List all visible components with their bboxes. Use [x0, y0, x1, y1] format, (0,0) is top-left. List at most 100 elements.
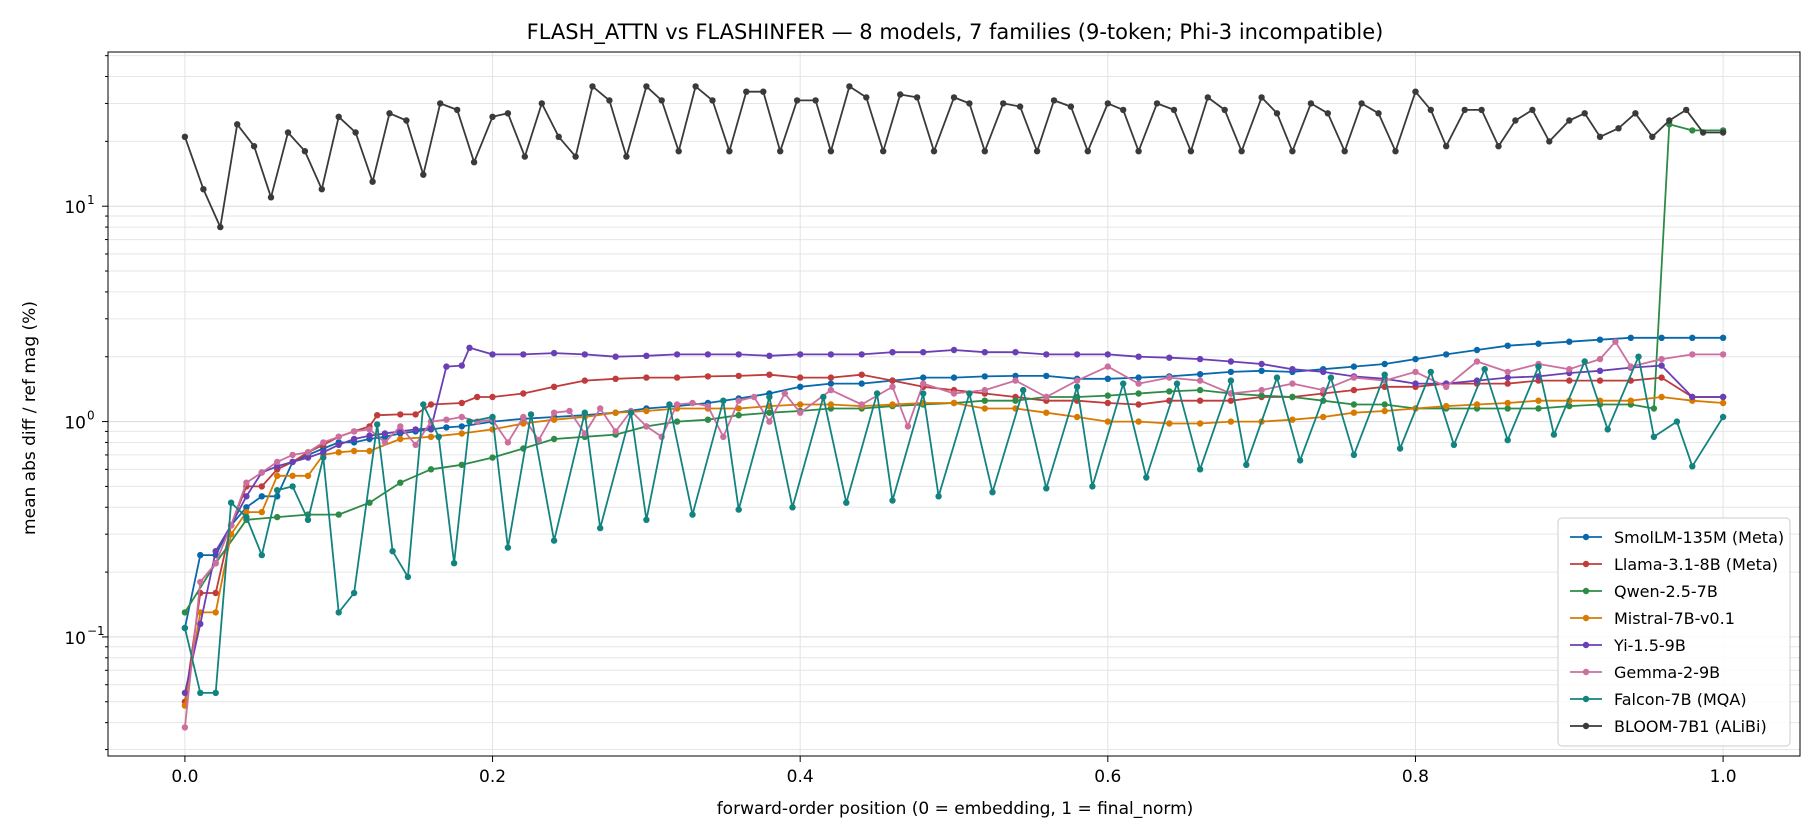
data-point — [827, 351, 835, 358]
legend-swatch-marker — [1582, 560, 1590, 568]
data-point — [1689, 351, 1696, 358]
data-point — [504, 439, 512, 446]
data-point — [1258, 94, 1265, 101]
data-point — [520, 390, 527, 397]
data-point — [234, 121, 241, 128]
legend-swatch-marker — [1582, 695, 1590, 703]
data-point — [1012, 372, 1019, 380]
data-point — [197, 551, 204, 559]
data-point — [1481, 366, 1488, 373]
data-point — [1719, 399, 1727, 407]
data-point — [550, 349, 558, 357]
data-point — [318, 186, 325, 193]
data-point — [1012, 349, 1019, 356]
data-point — [550, 537, 558, 544]
data-point — [820, 393, 827, 401]
data-point — [381, 430, 389, 437]
data-point — [1627, 334, 1635, 341]
y-tick-exponent: −1 — [87, 624, 105, 638]
data-point — [520, 413, 527, 421]
data-point — [412, 426, 419, 433]
y-tick-label: 10 — [64, 414, 86, 434]
data-point — [1627, 363, 1635, 370]
data-point — [1412, 368, 1419, 376]
data-point — [427, 401, 435, 408]
data-point — [1412, 380, 1419, 387]
data-point — [766, 409, 773, 416]
data-point — [427, 425, 435, 432]
data-point — [643, 516, 650, 523]
chart-title: FLASH_ATTN vs FLASHINFER — 8 models, 7 f… — [527, 20, 1384, 45]
data-point — [689, 399, 696, 407]
data-point — [458, 461, 465, 468]
data-point — [827, 148, 835, 155]
x-axis-label: forward-order position (0 = embedding, 1… — [717, 799, 1194, 819]
data-point — [704, 351, 712, 358]
data-point — [1227, 377, 1235, 384]
data-point — [673, 374, 681, 381]
data-point — [412, 441, 419, 448]
data-point — [1170, 106, 1178, 114]
data-point — [258, 483, 265, 490]
data-point — [1104, 363, 1112, 370]
data-point — [589, 83, 596, 90]
data-point — [470, 159, 478, 166]
data-point — [950, 390, 958, 397]
data-point — [474, 393, 481, 401]
data-point — [258, 508, 265, 516]
series-line — [184, 355, 1724, 694]
legend-entry: Yi-1.5-9B — [1613, 636, 1686, 655]
data-point — [1320, 413, 1327, 421]
data-point — [1666, 117, 1673, 124]
data-point — [1238, 148, 1245, 155]
data-point — [673, 351, 681, 358]
data-point — [673, 401, 681, 408]
data-point — [1166, 374, 1173, 381]
data-point — [1689, 393, 1696, 401]
data-point — [458, 399, 465, 407]
data-point — [197, 689, 204, 697]
data-point — [950, 94, 958, 101]
data-point — [1289, 380, 1296, 387]
data-point — [612, 409, 619, 416]
data-point — [1143, 474, 1150, 481]
series-line — [184, 123, 1724, 613]
data-point — [443, 424, 450, 431]
data-point — [1719, 334, 1727, 341]
data-point — [735, 506, 742, 513]
data-point — [1196, 355, 1204, 363]
x-tick-label: 0.4 — [787, 767, 814, 787]
data-point — [950, 399, 958, 407]
data-point — [181, 624, 189, 632]
data-point — [880, 148, 887, 155]
data-point — [1227, 397, 1235, 404]
data-point — [489, 113, 496, 121]
data-point — [289, 458, 296, 466]
data-point — [1166, 420, 1173, 427]
data-point — [597, 524, 604, 532]
series-6 — [181, 353, 1727, 697]
data-point — [889, 383, 896, 390]
data-point — [1650, 405, 1658, 412]
data-point — [217, 223, 224, 231]
data-point — [284, 129, 292, 136]
data-point — [1504, 374, 1511, 381]
data-point — [1478, 106, 1485, 114]
data-point — [643, 374, 650, 381]
data-point — [1350, 386, 1358, 394]
data-point — [1153, 100, 1161, 107]
legend: SmolLM-135M (Meta) Llama-3.1-8B (Meta) Qwe… — [1557, 517, 1791, 747]
data-point — [403, 117, 410, 124]
data-point — [1196, 377, 1204, 384]
data-point — [304, 449, 312, 456]
data-point — [623, 153, 630, 160]
data-point — [612, 353, 619, 360]
data-point — [581, 351, 588, 358]
data-point — [335, 113, 342, 121]
legend-box — [1557, 517, 1791, 747]
data-point — [550, 383, 558, 390]
data-point — [381, 439, 389, 446]
y-axis-label: mean abs diff / ref mag (%) — [20, 301, 40, 535]
data-point — [420, 401, 427, 408]
